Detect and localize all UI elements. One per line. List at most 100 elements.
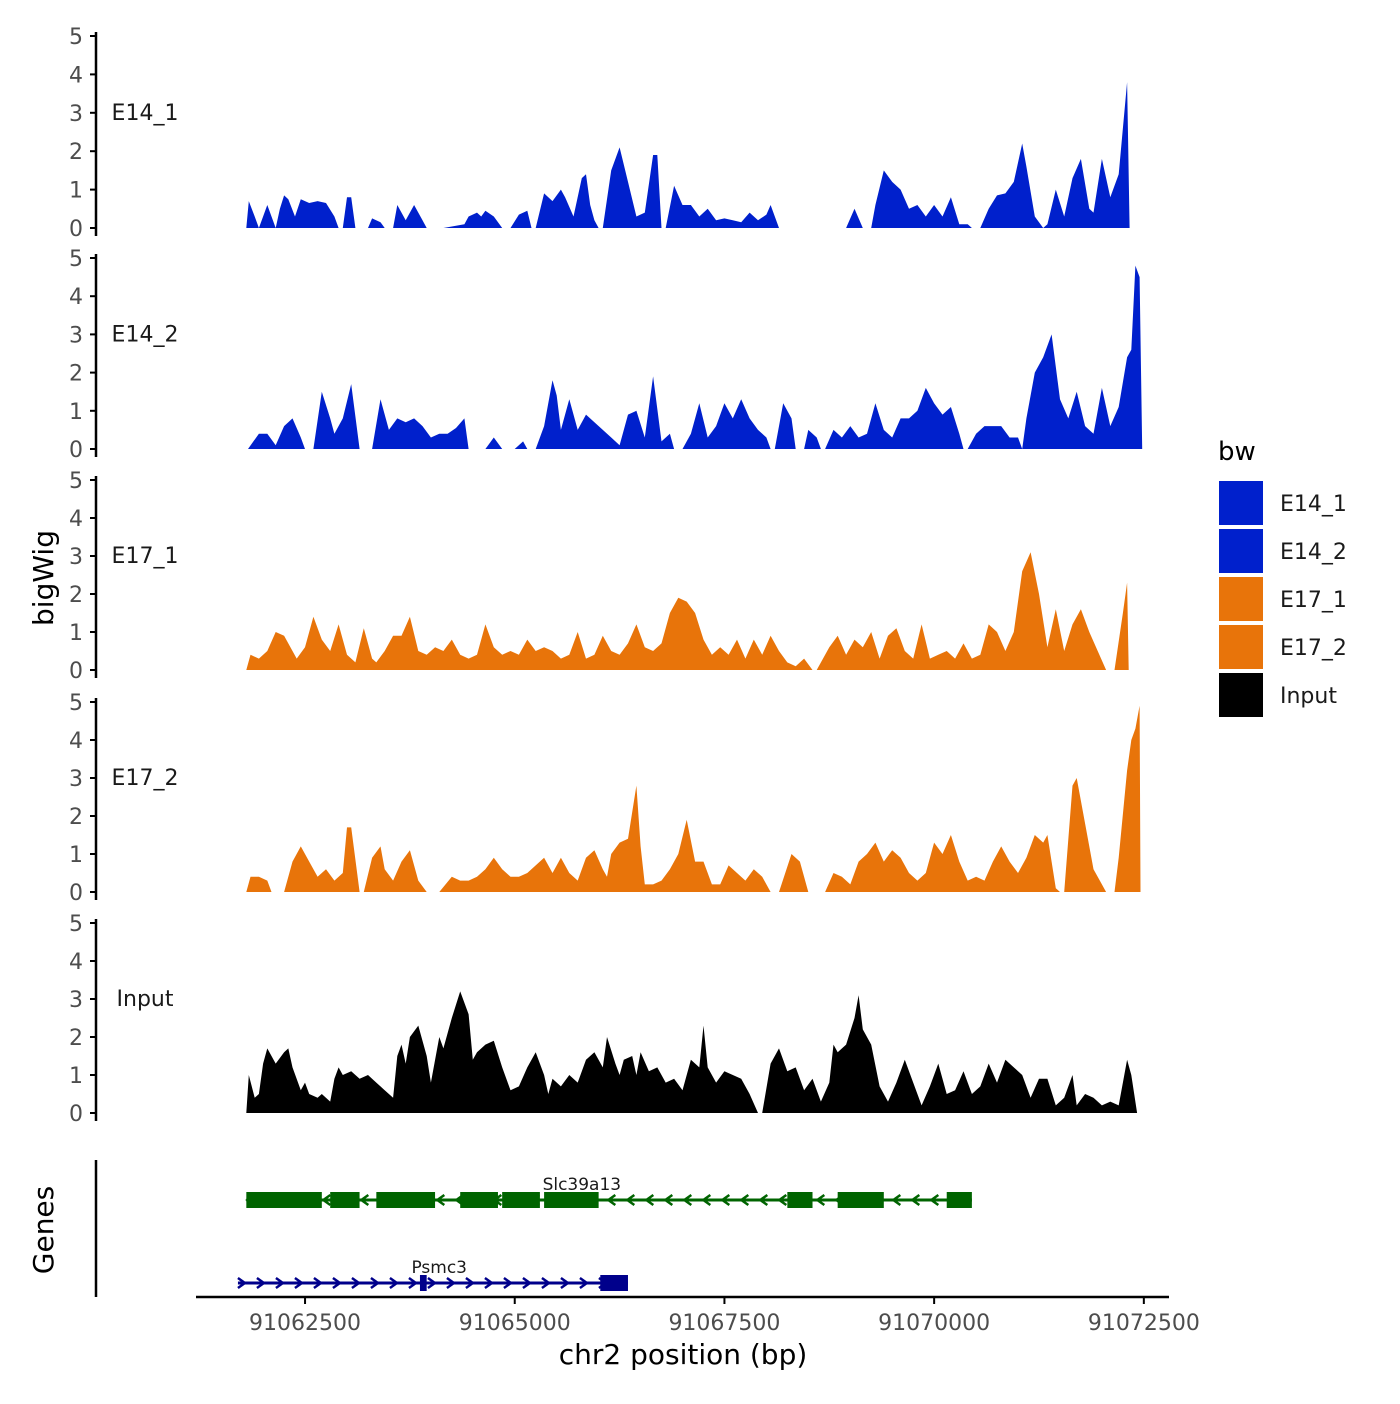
- legend: bw E14_1 E14_2 E17_1 E17_2 Input: [1218, 437, 1347, 717]
- y-tick-label: 4: [69, 729, 83, 754]
- strand-arrow-icon: [313, 1276, 324, 1290]
- track-label: Input: [117, 987, 174, 1012]
- strand-arrow-icon: [321, 1193, 332, 1207]
- strand-arrow-icon: [359, 1193, 370, 1207]
- y-tick-label: 1: [69, 843, 83, 868]
- legend-swatch: [1219, 577, 1263, 621]
- strand-arrow-icon: [815, 1193, 826, 1207]
- legend-swatch: [1219, 529, 1263, 573]
- exon-block: [376, 1192, 436, 1208]
- x-tick-label: 91067500: [668, 1311, 780, 1336]
- y-tick-label: 0: [69, 881, 83, 906]
- exon-block: [600, 1275, 628, 1291]
- strand-arrow-icon: [332, 1276, 343, 1290]
- strand-arrow-icon: [435, 1193, 446, 1207]
- strand-arrow-icon: [370, 1276, 381, 1290]
- y-tick-label: 0: [69, 438, 83, 463]
- legend-label: Input: [1280, 684, 1337, 709]
- signal-area-e14-2: [248, 265, 1143, 449]
- y-tick-label: 4: [69, 507, 83, 532]
- track-e14-2: 0 1 2 3 4 5 E14_2: [69, 247, 1143, 463]
- track-e17-2: 0 1 2 3 4 5 E17_2: [69, 691, 1141, 906]
- y-tick-label: 5: [69, 469, 83, 494]
- exon-block: [837, 1192, 884, 1208]
- strand-arrow-icon: [237, 1276, 248, 1290]
- x-tick-label: 91065000: [459, 1311, 571, 1336]
- genes-axis-title: Genes: [27, 1186, 60, 1274]
- y-tick-label: 0: [69, 659, 83, 684]
- signal-area-input: [246, 991, 1138, 1113]
- track-label: E14_1: [112, 101, 179, 126]
- x-axis: 91062500 91065000 91067500 91070000 91072500: [196, 1295, 1200, 1336]
- track-e17-1: 0 1 2 3 4 5 E17_1: [69, 469, 1129, 684]
- y-tick-label: 2: [69, 140, 83, 165]
- track-label: E14_2: [112, 323, 179, 348]
- exon-block: [787, 1192, 813, 1208]
- strand-arrow-icon: [446, 1276, 457, 1290]
- strand-arrow-icon: [720, 1193, 731, 1207]
- track-e14-1: 0 1 2 3 4 5 E14_1: [69, 25, 1130, 242]
- legend-label: E14_2: [1280, 540, 1347, 565]
- track-label: E17_2: [112, 766, 179, 791]
- signal-area-e17-1: [246, 552, 1129, 670]
- y-tick-label: 5: [69, 912, 83, 937]
- y-tick-label: 3: [69, 988, 83, 1013]
- legend-swatch: [1219, 625, 1263, 669]
- x-tick-label: 91062500: [249, 1311, 361, 1336]
- strand-arrow-icon: [739, 1193, 750, 1207]
- y-tick-label: 2: [69, 583, 83, 608]
- y-tick-label: 1: [69, 621, 83, 646]
- strand-arrow-icon: [625, 1193, 636, 1207]
- legend-swatch: [1219, 673, 1263, 717]
- y-tick-label: 5: [69, 247, 83, 272]
- y-tick-label: 4: [69, 63, 83, 88]
- strand-arrow-icon: [256, 1276, 267, 1290]
- strand-arrow-icon: [606, 1193, 617, 1207]
- y-tick-label: 1: [69, 1064, 83, 1089]
- x-axis-title: chr2 position (bp): [559, 1338, 808, 1371]
- exon-block: [246, 1192, 322, 1208]
- legend-title: bw: [1218, 437, 1256, 467]
- strand-arrow-icon: [929, 1193, 940, 1207]
- y-tick-label: 4: [69, 285, 83, 310]
- strand-arrow-icon: [275, 1276, 286, 1290]
- y-tick-label: 1: [69, 179, 83, 204]
- strand-arrow-icon: [294, 1276, 305, 1290]
- strand-arrow-icon: [522, 1276, 533, 1290]
- strand-arrow-icon: [777, 1193, 788, 1207]
- strand-arrow-icon: [484, 1276, 495, 1290]
- gene-annotation-panel: Slc39a13 Psmc3: [94, 1160, 972, 1297]
- exon-block: [946, 1192, 972, 1208]
- y-tick-label: 2: [69, 1026, 83, 1051]
- legend-label: E14_1: [1280, 492, 1347, 517]
- strand-arrow-icon: [408, 1276, 419, 1290]
- strand-arrow-icon: [503, 1276, 514, 1290]
- y-tick-label: 2: [69, 805, 83, 830]
- gene-name-label: Slc39a13: [543, 1175, 622, 1195]
- strand-arrow-icon: [541, 1276, 552, 1290]
- y-tick-label: 5: [69, 25, 83, 50]
- strand-arrow-icon: [758, 1193, 769, 1207]
- exon-block: [502, 1192, 540, 1208]
- y-tick-label: 0: [69, 1102, 83, 1127]
- exon-block: [544, 1192, 599, 1208]
- strand-arrow-icon: [910, 1193, 921, 1207]
- y-tick-label: 3: [69, 545, 83, 570]
- strand-arrow-icon: [560, 1276, 571, 1290]
- strand-arrow-icon: [465, 1276, 476, 1290]
- strand-arrow-icon: [351, 1276, 362, 1290]
- legend-label: E17_2: [1280, 636, 1347, 661]
- exon-block: [330, 1192, 360, 1208]
- legend-swatch: [1219, 481, 1263, 525]
- strand-arrow-icon: [663, 1193, 674, 1207]
- y-axis-title: bigWig: [27, 530, 60, 626]
- y-tick-label: 5: [69, 691, 83, 716]
- strand-arrow-icon: [389, 1276, 400, 1290]
- gene-psmc3: Psmc3: [237, 1258, 628, 1291]
- track-label: E17_1: [112, 544, 179, 569]
- y-tick-label: 1: [69, 400, 83, 425]
- gene-slc39a13: Slc39a13: [245, 1175, 972, 1208]
- signal-area-e14-1: [246, 82, 1130, 228]
- strand-arrow-icon: [644, 1193, 655, 1207]
